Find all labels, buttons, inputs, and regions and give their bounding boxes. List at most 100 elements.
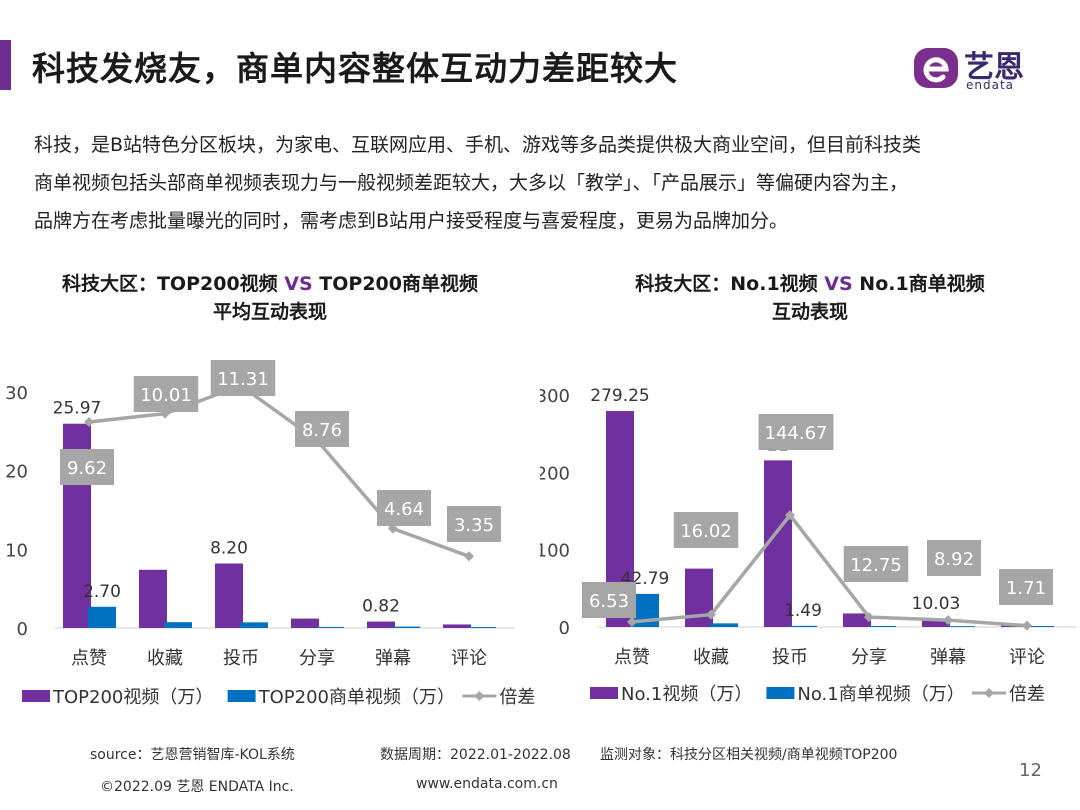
- chart-title-line2: 平均互动表现: [212, 301, 327, 323]
- ratio-data-label: 9.62: [67, 458, 107, 479]
- y-tick-label: 0: [17, 619, 28, 640]
- bar: [922, 619, 950, 627]
- ratio-data-label: 8.92: [934, 549, 974, 570]
- bar: [215, 563, 243, 628]
- x-tick-label: 评论: [451, 648, 487, 669]
- ratio-label-box: [60, 449, 114, 485]
- bar: [316, 626, 344, 628]
- ratio-data-label: 8.76: [302, 420, 342, 441]
- chart-title-part: No.1商单视频: [852, 273, 985, 295]
- chart-title-line2: 互动表现: [771, 301, 848, 323]
- x-tick-label: 收藏: [147, 648, 183, 669]
- ratio-label-box: [582, 582, 636, 618]
- bar: [868, 625, 896, 627]
- ratio-line: [631, 512, 1028, 628]
- intro-line: 商单视频包括头部商单视频表现力与一般视频差距较大，大多以「教学」、「产品展示」等…: [34, 172, 909, 194]
- bar: [139, 569, 167, 628]
- ratio-data-label: 3.35: [454, 515, 494, 536]
- bar: [291, 618, 319, 628]
- ratio-label-box: [210, 360, 276, 396]
- ratio-marker: [943, 615, 953, 626]
- bar: [947, 626, 975, 627]
- ratio-marker: [706, 609, 716, 620]
- ratio-label-box: [377, 490, 431, 526]
- endata-logo: 艺恩 endata: [912, 42, 1052, 94]
- ratio-label-box: [133, 376, 199, 412]
- bar: [240, 622, 268, 628]
- chart-no1: 科技大区：No.1视频 VS No.1商单视频 互动表现 0 100 200 300 2…: [540, 262, 1080, 732]
- chart-title-vs: VS: [824, 273, 853, 295]
- legend-entry: TOP200商单视频（万）: [258, 687, 455, 708]
- bar-data-label: 25.97: [53, 399, 102, 419]
- bar: [1026, 626, 1054, 627]
- chart-title-part: 科技大区：No.1视频: [635, 273, 825, 295]
- ratio-data-label: 6.53: [589, 591, 629, 612]
- legend-swatch: [766, 687, 795, 699]
- y-tick-label: 200: [540, 463, 570, 484]
- x-tick-label: 弹幕: [930, 647, 966, 668]
- endata-logo-icon: [914, 48, 958, 88]
- legend-swatch: [227, 690, 256, 702]
- bar-data-label: 8.20: [210, 538, 248, 558]
- ratio-data-label: 1.71: [1006, 578, 1046, 599]
- legend-entry: No.1视频（万）: [621, 684, 752, 705]
- legend-entry: No.1商单视频（万）: [797, 684, 964, 705]
- footer-period: 数据周期：2022.01-2022.08: [380, 747, 571, 763]
- y-tick-label: 300: [540, 386, 570, 407]
- x-tick-label: 点赞: [614, 647, 650, 668]
- x-tick-label: 投币: [223, 648, 259, 669]
- ratio-label-box: [999, 569, 1053, 605]
- footer-website[interactable]: www.endata.com.cn: [416, 776, 558, 792]
- chart-title: 科技大区：TOP200视频 VS TOP200商单视频 平均互动表现: [0, 270, 540, 326]
- ratio-label-box: [447, 506, 501, 542]
- page-number: 12: [1019, 760, 1042, 781]
- bar-data-label: 279.25: [590, 386, 649, 406]
- ratio-marker: [1022, 620, 1032, 631]
- ratio-line: [88, 383, 470, 558]
- legend-entry: 倍差: [1009, 684, 1045, 705]
- ratio-data-label: 144.67: [765, 423, 828, 444]
- ratio-marker: [785, 510, 795, 521]
- ratio-marker: [464, 551, 474, 562]
- bar-data-label: 0.82: [362, 597, 400, 617]
- ratio-label-box: [758, 414, 834, 450]
- bar-data-label: 2.70: [83, 582, 121, 602]
- x-tick-label: 分享: [851, 647, 887, 668]
- ratio-label-box: [673, 512, 739, 548]
- x-tick-label: 分享: [299, 648, 335, 669]
- legend-swatch: [590, 687, 618, 699]
- ratio-data-label: 10.01: [140, 385, 192, 406]
- ratio-marker: [388, 523, 398, 534]
- bar: [392, 626, 420, 628]
- bar: [443, 624, 471, 628]
- ratio-data-label: 11.31: [217, 369, 269, 390]
- legend-swatch: [22, 690, 50, 702]
- ratio-marker: [864, 612, 874, 623]
- page-title: 科技发烧友，商单内容整体互动力差距较大: [32, 49, 678, 88]
- bar: [710, 623, 738, 627]
- chart-plot: 0 10 20 30 25.97 2.70 点赞 收藏 8.20 投币 分享 0.82 弹幕 评论 9.62…: [5, 360, 535, 708]
- chart-title-part: TOP200商单视频: [312, 273, 479, 295]
- y-tick-label: 30: [5, 383, 28, 404]
- legend-entry: TOP200视频（万）: [52, 687, 213, 708]
- y-tick-label: 20: [5, 462, 28, 483]
- footer-copyright: ©2022.09 艺恩 ENDATA Inc.: [100, 779, 294, 795]
- logo-subtext: endata: [966, 78, 1015, 92]
- chart-title-vs: VS: [284, 273, 313, 295]
- chart-title-part: 科技大区：TOP200视频: [61, 273, 285, 295]
- footer-target: 监测对象：科技分区相关视频/商单视频TOP200: [600, 747, 898, 763]
- ratio-marker: [84, 416, 94, 427]
- chart-top200-average: 科技大区：TOP200视频 VS TOP200商单视频 平均互动表现 0 10 20…: [0, 262, 540, 732]
- bar: [164, 622, 192, 628]
- bar: [789, 625, 817, 627]
- y-tick-label: 10: [5, 540, 28, 561]
- ratio-label-box: [295, 411, 349, 447]
- bar: [367, 621, 395, 628]
- y-tick-label: 0: [559, 618, 570, 639]
- legend-swatch-marker: [984, 688, 994, 698]
- footer-source: source：艺恩营销智库-KOL系统: [90, 747, 295, 763]
- ratio-data-label: 16.02: [680, 521, 732, 542]
- bar: [843, 613, 871, 627]
- intro-line: 科技，是B站特色分区板块，为家电、互联网应用、手机、游戏等多品类提供极大商业空间…: [34, 134, 922, 156]
- chart-title: 科技大区：No.1视频 VS No.1商单视频 互动表现: [540, 270, 1080, 326]
